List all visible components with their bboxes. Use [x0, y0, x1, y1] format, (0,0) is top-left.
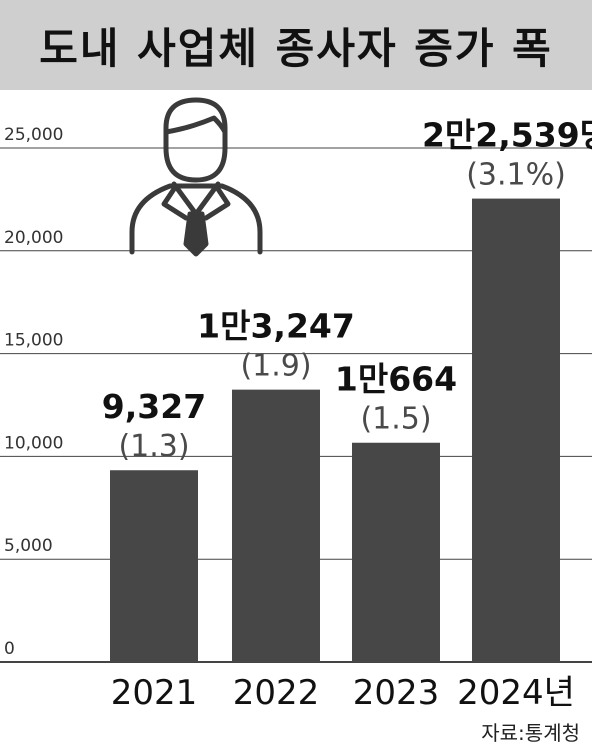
value-label: 9,327 — [102, 387, 206, 426]
bar — [110, 470, 198, 662]
chart-title: 도내 사업체 종사자 증가 폭 — [39, 23, 553, 73]
x-tick-label: 2021 — [111, 673, 198, 713]
pct-label: (1.9) — [240, 349, 311, 384]
source-note: 자료:통계청 — [481, 721, 580, 745]
bar — [352, 442, 440, 662]
pct-label: (3.1%) — [466, 158, 566, 193]
x-tick-label: 2024년 — [457, 673, 575, 713]
bar — [472, 198, 560, 663]
bars — [110, 198, 560, 663]
x-tick-label: 2023 — [353, 673, 440, 713]
y-tick-label: 20,000 — [4, 228, 63, 248]
value-label: 1만3,247 — [197, 307, 355, 346]
title-bar: 도내 사업체 종사자 증가 폭 — [0, 0, 592, 90]
y-tick-label: 25,000 — [4, 125, 63, 145]
pct-label: (1.3) — [118, 429, 189, 464]
y-tick-label: 5,000 — [4, 536, 53, 556]
y-tick-label: 10,000 — [4, 433, 63, 453]
pct-label: (1.5) — [360, 402, 431, 437]
x-tick-label: 2022 — [233, 673, 320, 713]
value-label: 1만664 — [335, 360, 457, 399]
labels: 9,327(1.3) 2021 1만3,247(1.9) 2022 1만664(1.5)… — [102, 116, 592, 713]
y-tick-label: 0 — [4, 639, 15, 659]
bar — [232, 389, 320, 662]
person-icon — [129, 97, 263, 257]
value-label: 2만2,539명 — [422, 116, 592, 155]
y-tick-label: 15,000 — [4, 331, 63, 351]
